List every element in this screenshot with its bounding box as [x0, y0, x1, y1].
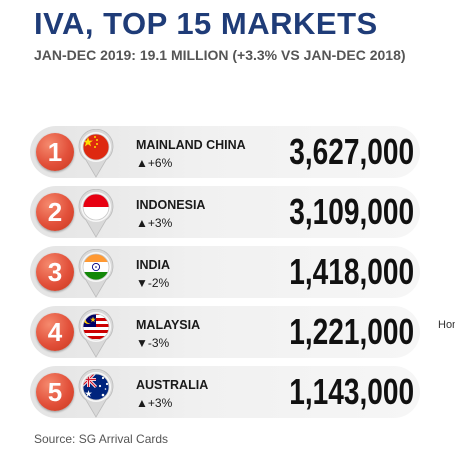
change-value: +3%: [147, 396, 173, 410]
country-name: INDIA: [136, 258, 171, 272]
rank-badge: 1: [36, 133, 74, 171]
market-row: 4 MALAYSIA ▼-3% 1,221,000: [30, 306, 420, 358]
rank-badge: 4: [36, 313, 74, 351]
malaysia-flag-pin: [76, 309, 116, 359]
change-value: +6%: [147, 156, 173, 170]
india-flag-icon: [78, 249, 114, 298]
chart-title: IVA, TOP 15 MARKETS: [34, 6, 378, 41]
indonesia-flag-icon: [78, 189, 114, 238]
china-flag-icon: [78, 129, 114, 178]
visitor-count: 1,221,000: [289, 311, 414, 352]
clipped-side-label: Hon: [438, 319, 455, 331]
market-row: 2 INDONESIA ▲+3% 3,109,000: [30, 186, 420, 238]
country-name: AUSTRALIA: [136, 378, 209, 392]
country-name: INDONESIA: [136, 198, 206, 212]
visitor-count: 1,143,000: [289, 371, 414, 412]
change-indicator: ▼-3%: [136, 336, 169, 350]
triangle-down-icon: ▼: [136, 276, 148, 290]
change-indicator: ▲+3%: [136, 216, 172, 230]
market-row: 3 INDIA ▼-2% 1,418,000: [30, 246, 420, 298]
change-indicator: ▼-2%: [136, 276, 169, 290]
australia-flag-pin: [76, 369, 116, 419]
visitor-count: 3,109,000: [289, 191, 414, 232]
triangle-down-icon: ▼: [136, 336, 148, 350]
visitor-count: 3,627,000: [289, 131, 414, 172]
country-name: MAINLAND CHINA: [136, 138, 246, 152]
country-name: MALAYSIA: [136, 318, 201, 332]
market-row: 1 MAINLAND CHINA ▲+6% 3,627,000: [30, 126, 420, 178]
rank-badge: 5: [36, 373, 74, 411]
change-value: -3%: [147, 336, 170, 350]
visitor-count: 1,418,000: [289, 251, 414, 292]
rank-badge: 2: [36, 193, 74, 231]
rank-badge: 3: [36, 253, 74, 291]
chart-subtitle: JAN-DEC 2019: 19.1 MILLION (+3.3% VS JAN…: [34, 47, 406, 63]
triangle-up-icon: ▲: [136, 396, 148, 410]
indonesia-flag-pin: [76, 189, 116, 239]
source-note: Source: SG Arrival Cards: [34, 432, 169, 446]
india-flag-pin: [76, 249, 116, 299]
triangle-up-icon: ▲: [136, 156, 148, 170]
change-indicator: ▲+6%: [136, 156, 172, 170]
china-flag-pin: [76, 129, 116, 179]
australia-flag-icon: [78, 369, 114, 418]
triangle-up-icon: ▲: [136, 216, 148, 230]
market-row: 5 AUSTRALIA ▲+3%: [30, 366, 420, 418]
change-value: +3%: [147, 216, 173, 230]
change-value: -2%: [147, 276, 170, 290]
change-indicator: ▲+3%: [136, 396, 172, 410]
malaysia-flag-icon: [78, 309, 114, 358]
